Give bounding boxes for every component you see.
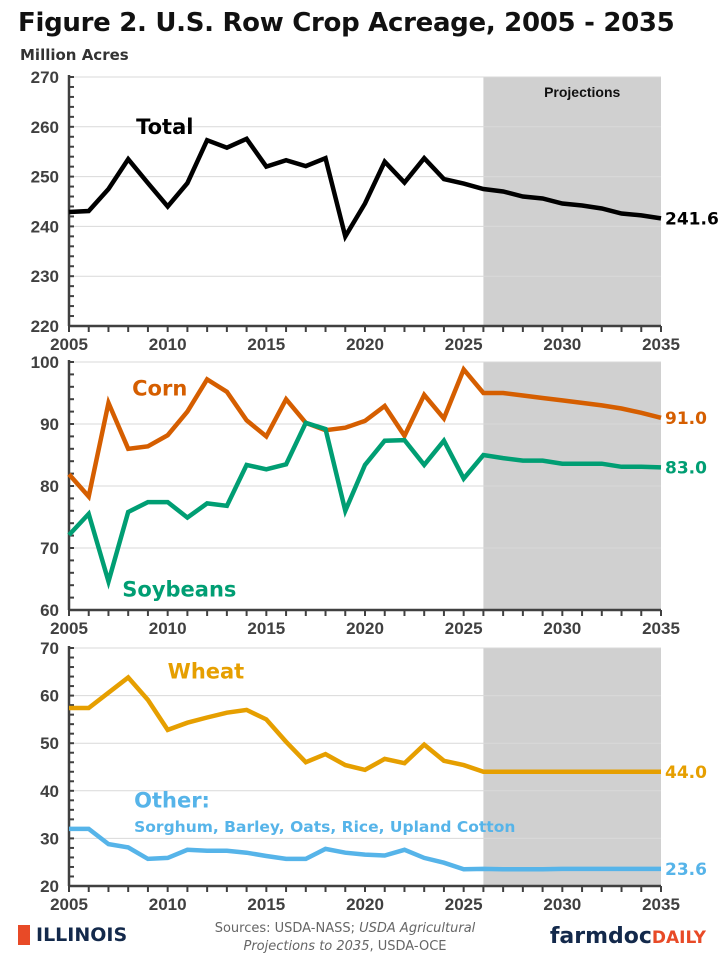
y-tick-label: 220 xyxy=(31,317,59,336)
y-tick-label: 100 xyxy=(31,353,59,372)
x-tick-label: 2025 xyxy=(445,619,483,638)
x-tick-label: 2035 xyxy=(642,335,680,354)
end-value-label: 44.0 xyxy=(665,763,707,783)
series-line-total xyxy=(68,135,662,243)
y-tick-label: 240 xyxy=(31,217,59,236)
x-tick-label: 2035 xyxy=(642,895,680,914)
x-tick-label: 2030 xyxy=(543,895,581,914)
projections-label: Projections xyxy=(544,84,620,100)
x-tick-label: 2005 xyxy=(50,895,88,914)
sources-text-end: , USDA-OCE xyxy=(369,939,447,954)
y-tick-label: 50 xyxy=(40,734,59,753)
sources-text: Sources: USDA-NASS; xyxy=(214,921,360,936)
projection-shade xyxy=(483,648,661,886)
x-tick-label: 2010 xyxy=(149,895,187,914)
y-tick-label: 60 xyxy=(40,601,59,620)
y-axis-units: Million Acres xyxy=(20,46,129,64)
x-tick-label: 2005 xyxy=(50,619,88,638)
x-tick-label: 2020 xyxy=(346,619,384,638)
series-line-soybeans xyxy=(67,420,662,590)
x-tick-label: 2015 xyxy=(247,895,285,914)
y-tick-label: 60 xyxy=(40,687,59,706)
y-tick-label: 30 xyxy=(40,829,59,848)
x-tick-label: 2005 xyxy=(50,335,88,354)
series-label: Corn xyxy=(132,376,187,400)
x-tick-label: 2010 xyxy=(149,619,187,638)
y-tick-label: 70 xyxy=(40,639,59,658)
x-tick-label: 2025 xyxy=(445,895,483,914)
series-sublabel: Sorghum, Barley, Oats, Rice, Upland Cott… xyxy=(134,818,515,836)
x-tick-label: 2015 xyxy=(247,619,285,638)
block-i-icon xyxy=(18,925,30,945)
y-tick-label: 70 xyxy=(40,539,59,558)
y-tick-label: 90 xyxy=(40,415,59,434)
brand-main: farmdoc xyxy=(549,924,652,949)
chart-title: Figure 2. U.S. Row Crop Acreage, 2005 - … xyxy=(18,8,675,38)
end-value-label: 91.0 xyxy=(665,409,707,429)
illinois-logo: ILLINOIS xyxy=(18,924,127,946)
series-line-other xyxy=(69,826,661,872)
series-label: Total xyxy=(136,115,193,139)
series-line-wheat xyxy=(69,674,661,775)
end-value-label: 23.6 xyxy=(665,860,707,880)
x-tick-label: 2030 xyxy=(543,619,581,638)
end-value-label: 83.0 xyxy=(665,458,707,478)
y-tick-label: 250 xyxy=(31,168,59,187)
y-tick-label: 80 xyxy=(40,477,59,496)
x-tick-label: 2035 xyxy=(642,619,680,638)
y-tick-label: 40 xyxy=(40,782,59,801)
series-label: Wheat xyxy=(168,659,245,683)
x-tick-label: 2015 xyxy=(247,335,285,354)
brand-accent: DAILY xyxy=(651,928,706,948)
x-tick-label: 2020 xyxy=(346,895,384,914)
x-tick-label: 2020 xyxy=(346,335,384,354)
x-tick-label: 2025 xyxy=(445,335,483,354)
series-label: Soybeans xyxy=(122,577,236,601)
x-tick-label: 2030 xyxy=(543,335,581,354)
farmdoc-daily-logo: farmdocDAILY xyxy=(550,924,706,949)
series-line-corn xyxy=(67,365,662,502)
logo-text: ILLINOIS xyxy=(36,924,128,946)
sources-italic: USDA Agricultural Projections to 2035 xyxy=(243,921,476,954)
y-tick-label: 260 xyxy=(31,118,59,137)
x-tick-label: 2010 xyxy=(149,335,187,354)
y-tick-label: 20 xyxy=(40,877,59,896)
y-tick-label: 230 xyxy=(31,267,59,286)
projection-shade xyxy=(483,77,661,326)
series-label: Other: xyxy=(134,788,210,812)
end-value-label: 241.6 xyxy=(665,209,719,229)
y-tick-label: 270 xyxy=(31,68,59,87)
sources-note: Sources: USDA-NASS; USDA Agricultural Pr… xyxy=(200,920,490,956)
